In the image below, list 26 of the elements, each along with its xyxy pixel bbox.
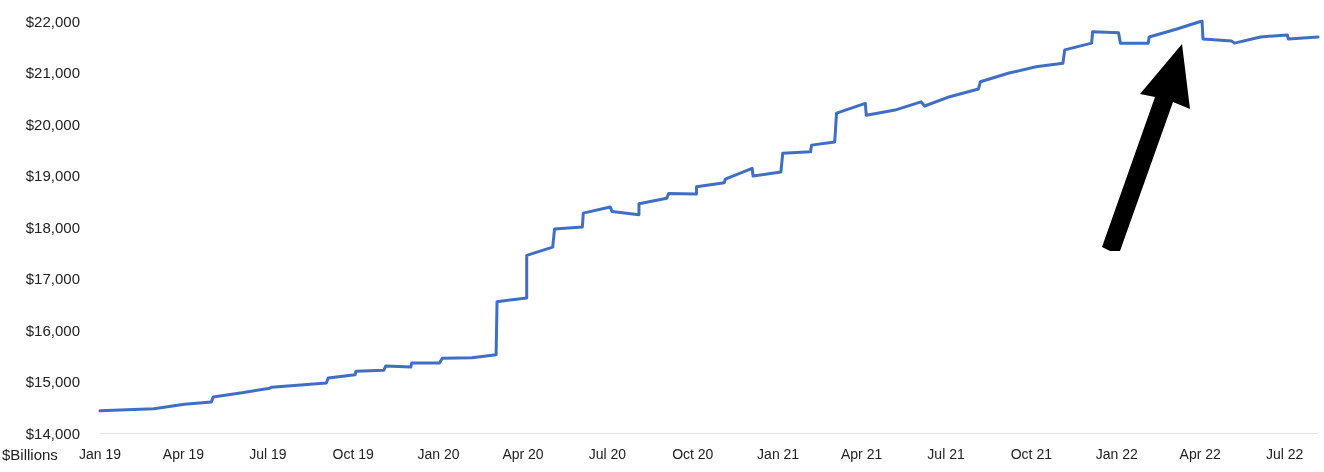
x-tick-label: Jul 21 <box>927 446 965 462</box>
x-tick-label: Jan 20 <box>417 446 460 462</box>
y-tick-label: $19,000 <box>25 167 80 184</box>
x-tick-label: Oct 21 <box>1010 446 1053 462</box>
y-tick-label: $14,000 <box>25 424 80 442</box>
x-tick-label: Oct 19 <box>332 446 375 462</box>
y-axis-title: $Billions <box>2 446 58 463</box>
y-tick-label: $22,000 <box>25 12 80 30</box>
y-tick-label: $20,000 <box>25 115 80 133</box>
x-tick-label: Jul 20 <box>588 446 627 462</box>
x-tick-label: Apr 20 <box>502 446 544 462</box>
x-tick-label: Apr 19 <box>162 446 205 462</box>
line-series <box>98 19 1320 413</box>
y-tick-label: $18,000 <box>25 218 80 236</box>
x-tick-label: Jul 19 <box>249 446 287 462</box>
x-tick-label: Oct 20 <box>672 446 714 462</box>
x-tick-label: Apr 22 <box>1179 446 1222 462</box>
x-tick-label: Jan 21 <box>757 446 800 462</box>
x-tick-label: Jan 19 <box>78 446 122 462</box>
y-tick-label: $17,000 <box>25 270 80 287</box>
y-tick-label: $16,000 <box>25 321 80 339</box>
x-tick-label: Apr 21 <box>840 446 883 462</box>
y-tick-label: $21,000 <box>25 64 80 81</box>
x-tick-label: Jul 22 <box>1265 446 1304 462</box>
y-tick-label: $15,000 <box>25 373 80 390</box>
x-tick-label: Jan 22 <box>1095 446 1138 462</box>
